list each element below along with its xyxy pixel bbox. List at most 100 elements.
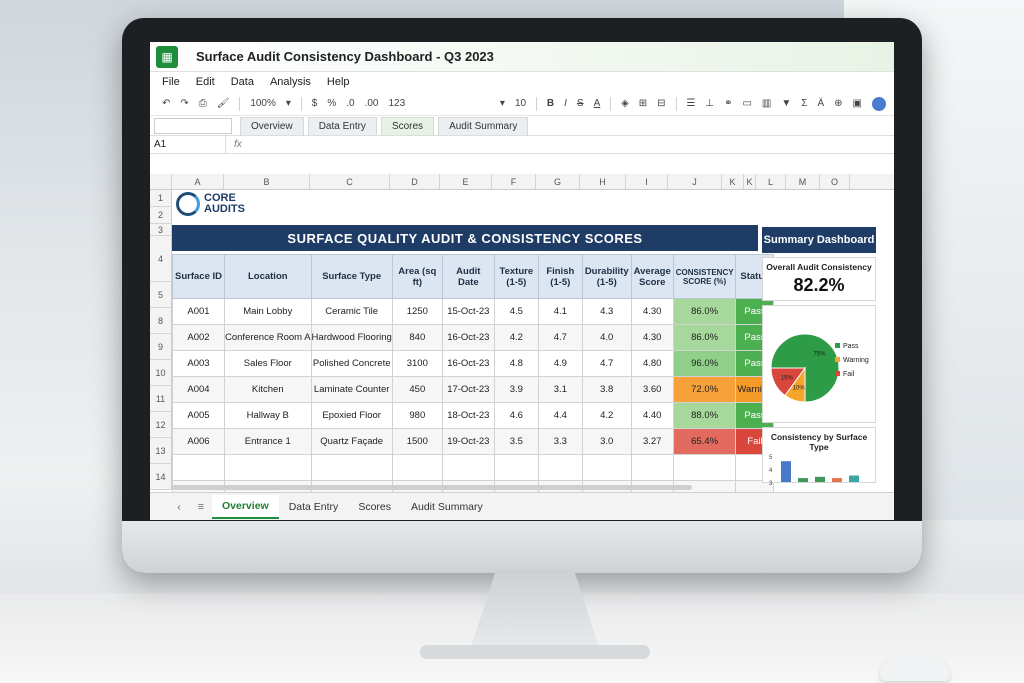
cell[interactable]: Epoxied Floor [310,402,393,429]
cell[interactable]: A004 [172,376,225,403]
cell[interactable]: A003 [172,350,225,377]
empty-cell[interactable] [172,454,225,481]
cell[interactable]: 18-Oct-23 [441,402,495,429]
consistency-cell[interactable]: 72.0% [672,376,737,403]
cell[interactable]: 16-Oct-23 [441,324,495,351]
header-average[interactable]: Average Score [630,254,674,299]
cell[interactable]: Sales Floor [224,350,312,377]
header-audit-date[interactable]: Audit Date [441,254,495,299]
row-header[interactable]: 11 [150,386,172,412]
column-header[interactable]: M [786,174,820,189]
decrease-decimal-button[interactable]: .0 [346,98,355,109]
cell[interactable]: 4.4 [537,402,583,429]
avatar[interactable] [872,96,886,111]
sheet-tab-overview[interactable]: Overview [212,494,279,519]
menu-help[interactable]: Help [326,76,350,88]
cell[interactable]: 4.3 [581,298,632,325]
cell[interactable]: 4.0 [581,324,632,351]
column-header[interactable]: O [820,174,850,189]
cell[interactable]: Conference Room A [224,324,312,351]
cell[interactable]: Hallway B [224,402,312,429]
cell[interactable]: Entrance 1 [224,428,312,455]
text-direction-icon[interactable]: Ä [817,98,825,109]
cell[interactable]: Ceramic Tile [310,298,393,325]
strikethrough-icon[interactable]: S [576,98,584,109]
row-header[interactable]: 2 [150,207,172,224]
cell[interactable]: Hardwood Flooring [310,324,393,351]
all-sheets-icon[interactable]: ≡ [197,500,205,513]
print-icon[interactable]: ⎙ [198,98,207,109]
redo-icon[interactable]: ↷ [180,98,189,109]
cell[interactable]: 4.9 [537,350,583,377]
bold-icon[interactable]: B [546,98,555,109]
empty-cell[interactable] [493,454,539,481]
empty-cell[interactable] [310,454,393,481]
cell[interactable]: 4.30 [630,298,674,325]
column-header[interactable]: C [310,174,390,189]
empty-cell[interactable] [391,454,443,481]
comment-icon[interactable]: ▭ [742,98,752,109]
cell[interactable]: 3.8 [581,376,632,403]
consistency-cell[interactable]: 86.0% [672,324,737,351]
row-header[interactable]: 10 [150,360,172,386]
link-icon[interactable]: ⚭ [724,98,733,109]
header-area[interactable]: Area (sq ft) [391,254,443,299]
currency-format-button[interactable]: $ [311,98,318,109]
font-size-select[interactable]: 10 [514,98,527,109]
header-texture[interactable]: Texture (1-5) [493,254,539,299]
sheet-tab-data-entry[interactable]: Data Entry [288,500,339,513]
cell[interactable]: 17-Oct-23 [441,376,495,403]
cell[interactable]: Polished Concrete [310,350,393,377]
column-header[interactable]: G [536,174,580,189]
tab-audit-summary[interactable]: Audit Summary [438,117,529,135]
valign-icon[interactable]: ⊥ [705,98,715,109]
cell[interactable]: 4.8 [493,350,539,377]
cell[interactable]: Laminate Counter [310,376,393,403]
empty-cell[interactable] [630,454,674,481]
header-finish[interactable]: Finish (1-5) [537,254,583,299]
consistency-cell[interactable]: 88.0% [672,402,737,429]
chevron-down-icon[interactable]: ▾ [499,98,505,109]
text-color-icon[interactable]: A [593,98,601,109]
menu-edit[interactable]: Edit [195,76,215,88]
column-header[interactable]: K [722,174,744,189]
zoom-select[interactable]: 100% [250,98,276,109]
cell[interactable]: 450 [391,376,443,403]
tab-data-entry[interactable]: Data Entry [307,117,377,135]
share-icon[interactable]: ⊕ [834,98,843,109]
header-surface-type[interactable]: Surface Type [310,254,393,299]
cell[interactable]: A001 [172,298,225,325]
row-header[interactable]: 12 [150,412,172,438]
row-header[interactable]: 3 [150,224,172,236]
column-header[interactable]: A [172,174,224,189]
row-header[interactable]: 5 [150,282,172,308]
undo-icon[interactable]: ↶ [162,98,171,109]
cell[interactable]: Quartz Façade [310,428,393,455]
cell[interactable]: 4.2 [581,402,632,429]
cell[interactable]: 980 [391,402,443,429]
cell[interactable]: 15-Oct-23 [441,298,495,325]
cell[interactable]: 3.0 [581,428,632,455]
cell[interactable]: 4.6 [493,402,539,429]
empty-cell[interactable] [224,454,312,481]
row-header[interactable]: 8 [150,308,172,334]
number-format-button[interactable]: 123 [388,98,406,109]
cell[interactable]: 1250 [391,298,443,325]
row-header[interactable]: 4 [150,236,172,282]
empty-cell[interactable] [581,454,632,481]
paint-format-icon[interactable]: 🖌 [216,98,230,109]
column-header[interactable]: L [756,174,786,189]
cell[interactable]: 4.2 [493,324,539,351]
consistency-cell[interactable]: 65.4% [672,428,737,455]
row-header[interactable]: 14 [150,464,172,490]
cell[interactable]: 19-Oct-23 [441,428,495,455]
select-all-corner[interactable] [150,174,172,189]
fill-color-icon[interactable]: ◈ [621,98,629,109]
header-surface-id[interactable]: Surface ID [172,254,225,299]
cell[interactable]: 4.80 [630,350,674,377]
empty-cell[interactable] [441,454,495,481]
row-header[interactable]: 1 [150,190,172,207]
merge-cells-icon[interactable]: ⊟ [657,98,666,109]
tab-scores[interactable]: Scores [380,117,435,135]
italic-icon[interactable]: I [564,98,567,109]
